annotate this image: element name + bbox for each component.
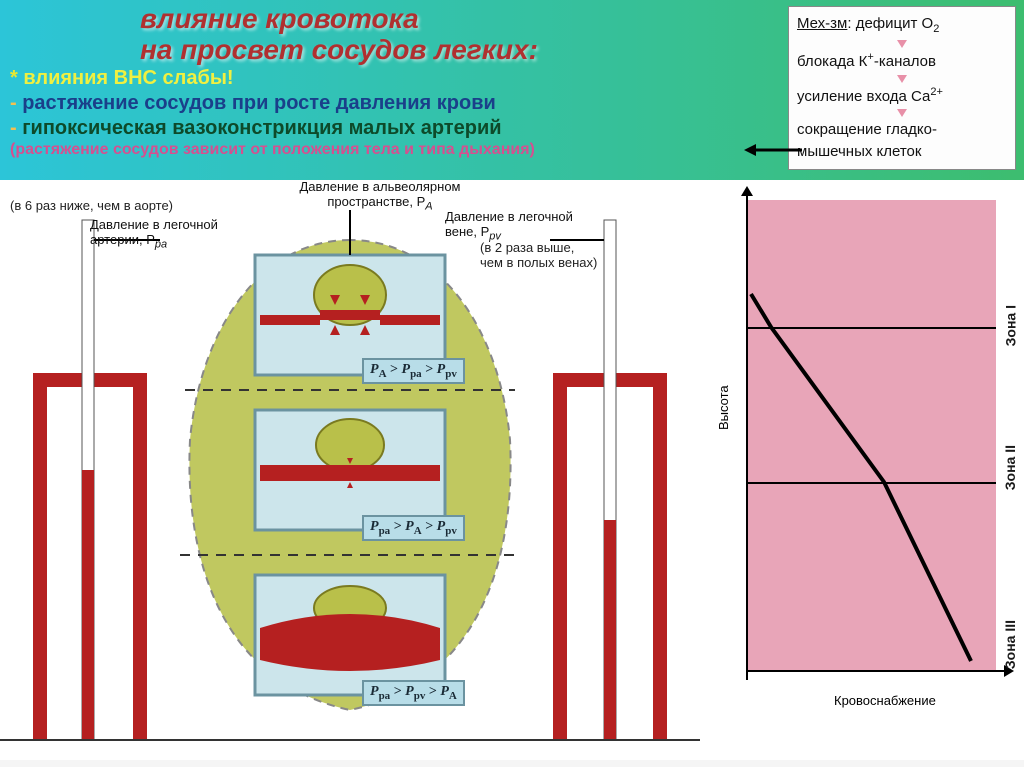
x-axis <box>746 670 1008 672</box>
down-arrow-icon <box>897 40 907 48</box>
down-arrow-icon <box>897 109 907 117</box>
title-line2: на просвет сосудов легких: <box>140 34 538 65</box>
label-alveolar: Давление в альвеолярном пространстве, PA <box>290 180 470 213</box>
mechanism-box: Мех-зм: дефицит О2 блокада К+-каналов ус… <box>788 6 1016 170</box>
label-artery: Давление в легочной артерии, Ppa <box>90 218 218 251</box>
bullet-3: - гипоксическая вазоконстрикция малых ар… <box>10 116 580 141</box>
mech-step4: сокращение гладко- мышечных клеток <box>797 119 1007 163</box>
down-arrow-icon <box>897 75 907 83</box>
header-block: влияние кровотока на просвет сосудов лег… <box>0 0 1024 180</box>
zone1-inequality: PA > Ppa > Ppv <box>362 358 465 384</box>
annot-vein: (в 2 раза выше, чем в полых венах) <box>480 240 597 270</box>
subnote: (растяжение сосудов зависит от положения… <box>10 141 580 159</box>
bullet-2: - растяжение сосудов при росте давления … <box>10 91 580 116</box>
label-vein: Давление в легочной вене, Ppv <box>445 210 573 243</box>
annot-artery: (в 6 раз ниже, чем в аорте) <box>10 198 173 213</box>
mech-step1: Мех-зм: дефицит О2 <box>797 13 1007 38</box>
zone2-inequality: Ppa > PA > Ppv <box>362 515 465 541</box>
bullet-dash2: - <box>10 117 22 139</box>
diagram-area: (в 6 раз ниже, чем в аорте) (в 2 раза вы… <box>0 180 1024 760</box>
mech-heading: Мех-зм <box>797 15 847 32</box>
y-axis-arrow-icon <box>741 186 753 196</box>
zone2-label: Зона II <box>1002 445 1018 490</box>
bullet-dash1: - <box>10 92 22 114</box>
zone1-label: Зона I <box>1002 305 1018 346</box>
zone3-label: Зона III <box>1002 620 1018 669</box>
blood-supply-chart: Зона I Зона II Зона III Высота Кровоснаб… <box>714 190 1014 710</box>
x-axis-label: Кровоснабжение <box>834 693 936 708</box>
zone3-inequality: Ppa > Ppv > PA <box>362 680 465 706</box>
chart-curve <box>746 200 996 670</box>
mech-step3: усиление входа Са2+ <box>797 85 1007 108</box>
bullet-1-text: влияния ВНС слабы! <box>23 67 233 89</box>
bullet-1: * влияния ВНС слабы! <box>10 66 580 91</box>
bullet-star: * <box>10 67 23 89</box>
y-axis-label: Высота <box>716 385 731 430</box>
bullet-3-text: гипоксическая вазоконстрикция малых арте… <box>22 117 501 139</box>
bullet-2-text: растяжение сосудов при росте давления кр… <box>22 92 496 114</box>
title-line1: влияние кровотока <box>140 3 419 34</box>
mech-step2: блокада К+-каналов <box>797 50 1007 73</box>
